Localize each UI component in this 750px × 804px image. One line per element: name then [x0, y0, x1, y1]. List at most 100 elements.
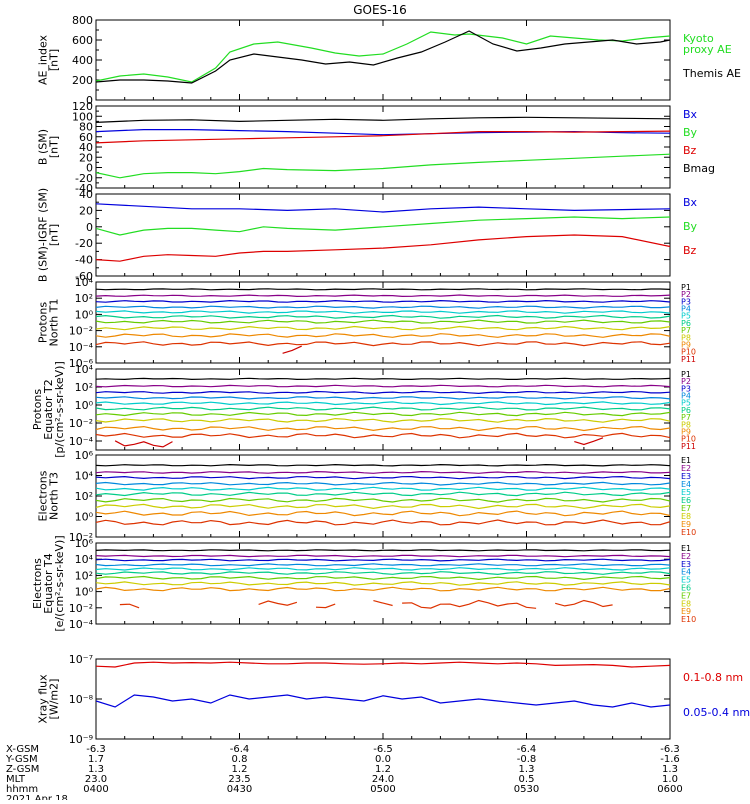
- series-group: [96, 117, 670, 178]
- series-line-e1: [96, 555, 670, 556]
- series-line-p7: [96, 419, 670, 423]
- series-line-p4: [96, 402, 670, 405]
- y-axis-label: North T1: [48, 299, 61, 347]
- series-line-0-05-0-4-nm: [96, 695, 670, 707]
- footer-value: 0530: [514, 784, 539, 795]
- y-tick-label: -20: [75, 237, 93, 250]
- series-group: [96, 204, 670, 261]
- series-line-e5: [96, 572, 670, 575]
- panel-frame: [96, 659, 670, 739]
- series-line-e4: [96, 568, 670, 570]
- y-axis-label: [nT]: [48, 224, 61, 246]
- series-line-e7: [96, 504, 670, 508]
- panel-frame: [96, 369, 670, 450]
- series-line-e9: [555, 601, 612, 607]
- series-line-e8: [96, 587, 670, 591]
- series-line-p10: [574, 438, 603, 445]
- series-line-e3: [96, 564, 670, 566]
- series-line-p0: [96, 289, 670, 290]
- footer-value: 0430: [227, 784, 252, 795]
- series-label: 0.1-0.8 nm: [683, 671, 743, 684]
- series-group: [96, 662, 670, 707]
- series-label: Bx: [683, 196, 698, 209]
- plot-title: GOES-16: [353, 3, 407, 17]
- series-label: Bz: [683, 244, 697, 257]
- y-tick-label: 10⁰: [75, 399, 94, 412]
- series-line-p8: [96, 427, 670, 431]
- series-label: proxy AE: [683, 43, 732, 56]
- series-label: E10: [681, 615, 696, 624]
- series-label: Themis AE: [682, 67, 741, 80]
- series-line-e6: [96, 498, 670, 502]
- series-label: Bmag: [683, 162, 715, 175]
- series-line-e9: [96, 520, 670, 525]
- y-tick-label: 400: [72, 54, 93, 67]
- footer-value: 0400: [83, 784, 108, 795]
- footer-value: 0600: [657, 784, 682, 795]
- y-tick-label: 800: [72, 14, 93, 27]
- series-line-e9: [402, 601, 536, 609]
- series-line-kyoto-proxy-ae: [96, 32, 670, 82]
- series-line-bmag: [96, 117, 670, 122]
- y-tick-label: 120: [72, 100, 93, 113]
- series-label: E10: [681, 528, 696, 537]
- series-line-p0: [96, 378, 670, 379]
- series-label: 0.05-0.4 nm: [683, 706, 750, 719]
- series-line-e9: [259, 601, 297, 605]
- y-tick-label: 10⁰: [75, 511, 94, 524]
- y-tick-label: 10⁴: [75, 553, 94, 566]
- series-line-p2: [96, 301, 670, 303]
- series-line-by: [96, 217, 670, 235]
- y-tick-label: 40: [79, 188, 93, 201]
- y-tick-label: 10⁴: [75, 470, 94, 483]
- y-axis-label: [nT]: [48, 49, 61, 71]
- series-line-e4: [96, 487, 670, 490]
- series-group: [96, 550, 670, 609]
- series-line-e2: [96, 477, 670, 479]
- series-line-bz: [96, 131, 670, 143]
- series-line-e7: [96, 582, 670, 585]
- series-line-p2: [96, 392, 670, 394]
- y-tick-label: 10⁴: [75, 276, 94, 289]
- y-tick-label: 10⁻²: [69, 417, 93, 430]
- y-tick-label: 10²: [75, 381, 93, 394]
- series-label: Bx: [683, 108, 698, 121]
- series-line-p4: [96, 311, 670, 313]
- y-tick-label: -40: [75, 254, 93, 267]
- series-line-p5: [96, 316, 670, 319]
- series-line-e6: [96, 577, 670, 580]
- y-axis-label: [nT]: [48, 136, 61, 158]
- series-label: By: [683, 220, 698, 233]
- y-tick-label: 600: [72, 34, 93, 47]
- series-line-p7: [96, 327, 670, 330]
- series-line-bz: [96, 235, 670, 261]
- series-line-bx: [96, 204, 670, 212]
- series-line-p9: [96, 342, 670, 346]
- series-line-p8: [96, 334, 670, 338]
- series-label: P11: [681, 442, 696, 451]
- y-tick-label: 10²: [75, 569, 93, 582]
- y-axis-label: [e/(cm²-s-sr-keV)]: [53, 535, 66, 631]
- y-tick-label: 10⁻⁴: [69, 341, 94, 354]
- y-axis-label: [W/m2]: [48, 679, 61, 720]
- y-tick-label: 200: [72, 74, 93, 87]
- series-line-e3: [96, 482, 670, 485]
- series-group: [96, 378, 670, 447]
- series-line-p5: [96, 407, 670, 410]
- y-tick-label: 10⁻²: [69, 325, 93, 338]
- y-tick-label: 10⁰: [75, 308, 94, 321]
- panel-frame: [96, 20, 670, 100]
- series-line-e0: [96, 550, 670, 551]
- series-group: [96, 31, 670, 83]
- y-tick-label: 10⁶: [75, 537, 94, 550]
- series-line-p3: [96, 306, 670, 308]
